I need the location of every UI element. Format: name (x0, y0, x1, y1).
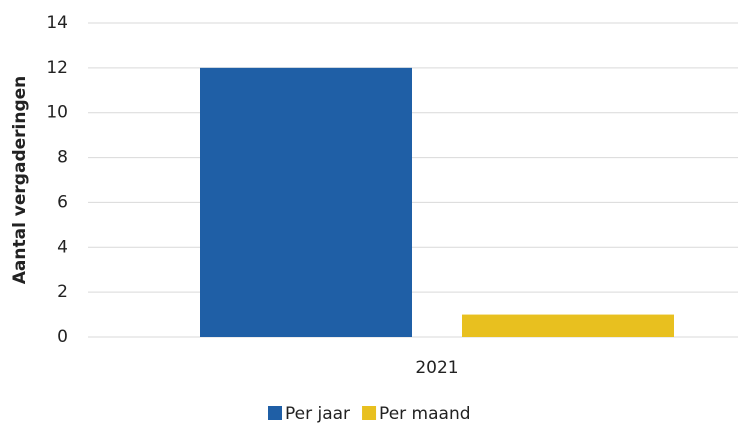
legend-label: Per maand (379, 404, 470, 424)
y-tick-label: 14 (46, 13, 68, 33)
bar (200, 67, 412, 337)
legend-swatch (268, 406, 282, 420)
y-tick-label: 10 (46, 103, 68, 123)
y-tick-label: 4 (57, 237, 68, 257)
y-tick-label: 8 (57, 148, 68, 168)
legend-swatch (362, 406, 377, 420)
y-tick-label: 0 (57, 327, 68, 347)
y-axis-label: Aantal vergaderingen (10, 76, 30, 285)
legend-label: Per jaar (285, 404, 350, 424)
y-tick-label: 12 (46, 58, 68, 78)
bar (462, 314, 674, 337)
y-tick-label: 6 (57, 192, 68, 212)
x-tick-label: 2021 (415, 358, 458, 378)
y-tick-label: 2 (57, 282, 68, 302)
